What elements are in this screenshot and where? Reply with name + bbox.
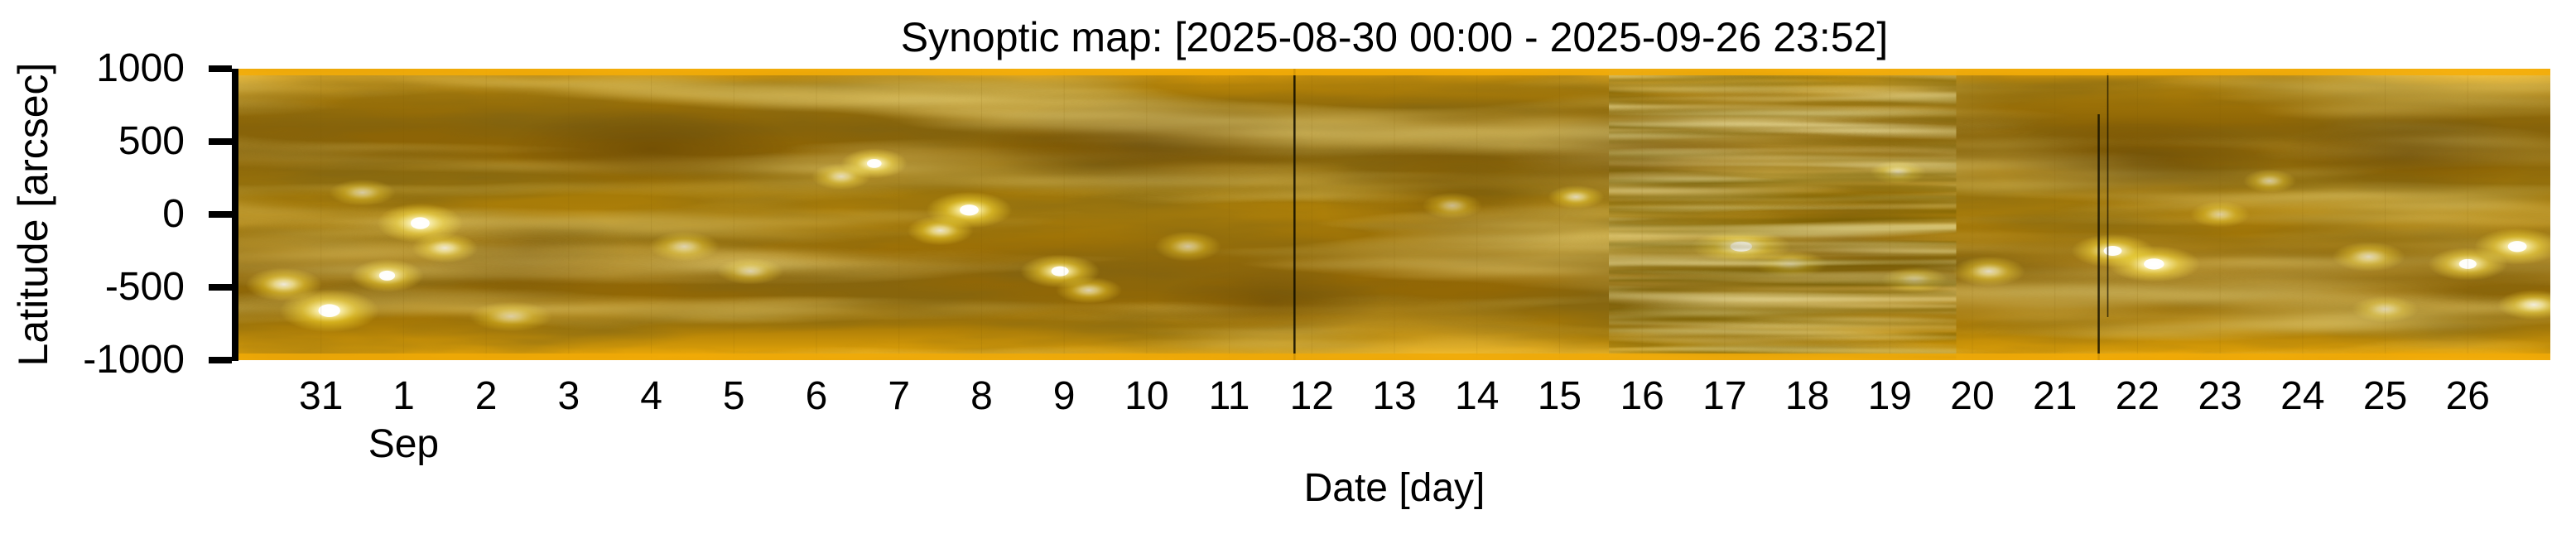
page-title: Synoptic map: [2025-08-30 00:00 - 2025-0…	[900, 14, 1889, 60]
x-tick-label: 19	[1867, 374, 1912, 418]
active-region-blob	[2497, 290, 2550, 320]
y-tick-mark	[209, 65, 232, 72]
active-region-core	[2458, 258, 2477, 269]
dark-patch	[428, 201, 627, 301]
x-tick-label: 2	[474, 374, 498, 418]
x-tick-label: 22	[2115, 374, 2160, 418]
map-top-limb-band	[238, 69, 2550, 75]
y-tick-label: -500	[104, 265, 185, 309]
y-axis-ticks: 1000 500 0 -500 -1000	[0, 49, 238, 380]
x-tick-label: 21	[2033, 374, 2078, 418]
active-region-blob	[649, 231, 720, 262]
dark-patch	[2285, 108, 2535, 200]
active-region-blob	[1154, 231, 1221, 262]
active-region-blob	[717, 257, 784, 285]
x-tick-label: 13	[1372, 374, 1417, 418]
active-region-blob	[2332, 242, 2405, 272]
x-tick-label: 23	[2198, 374, 2242, 418]
x-tick-label: 24	[2280, 374, 2325, 418]
x-tick-label: 14	[1455, 374, 1500, 418]
active-region-blob	[329, 179, 396, 206]
active-region-core	[410, 217, 430, 229]
y-tick-mark	[209, 284, 232, 291]
y-axis-line	[232, 69, 238, 361]
x-tick-label: 1	[392, 374, 415, 418]
x-tick-label: 26	[2445, 374, 2490, 418]
x-tick-label: 25	[2362, 374, 2408, 418]
month-label: Sep	[368, 422, 440, 466]
y-tick-label: 0	[162, 192, 185, 236]
x-tick-label: 11	[1208, 374, 1250, 418]
x-tick-label: 3	[557, 374, 580, 418]
dark-patch	[1996, 113, 2279, 214]
synoptic-map-svg	[238, 69, 2550, 360]
active-region-blob	[412, 233, 479, 263]
active-region-core	[318, 304, 340, 317]
artifact-streak-band-bright	[1609, 69, 1957, 360]
y-tick-mark	[209, 138, 232, 145]
active-region-blob	[1056, 277, 1123, 304]
map-bottom-limb-band	[238, 354, 2550, 360]
active-region-core	[2507, 241, 2527, 253]
active-region-blob	[1548, 185, 1605, 209]
x-axis-title: Date [day]	[1303, 466, 1485, 510]
dark-patch	[1154, 268, 1387, 335]
x-tick-label: 7	[888, 374, 911, 418]
x-tick-label: 10	[1124, 374, 1169, 418]
x-tick-label: 15	[1537, 374, 1582, 418]
active-region-blob	[1952, 256, 2025, 286]
active-region-blob	[469, 301, 553, 332]
x-tick-label: 9	[1052, 374, 1076, 418]
active-region-core	[378, 270, 396, 281]
x-tick-label: 20	[1950, 374, 1995, 418]
y-tick-label: -1000	[83, 338, 185, 382]
x-tick-label: 8	[970, 374, 993, 418]
active-region-blob	[2352, 296, 2419, 323]
x-tick-label: 16	[1620, 374, 1664, 418]
x-tick-label: 12	[1289, 374, 1334, 418]
active-region-blob	[2242, 169, 2296, 193]
y-tick-mark	[209, 357, 232, 363]
y-tick-label: 1000	[96, 46, 185, 90]
synoptic-map-image	[238, 69, 2550, 360]
active-region-core	[867, 159, 882, 168]
active-region-blob	[1422, 192, 1482, 219]
x-axis-ticks: 31 1 2 3 4 5 6 7 8 9 10 11 12 13 14 15 16 17 18 19 20 21 22 23 2…	[238, 376, 2550, 419]
x-tick-label: 31	[299, 374, 344, 418]
dark-patch	[980, 94, 1312, 195]
active-region-core	[960, 204, 979, 216]
x-tick-label: 18	[1784, 374, 1830, 418]
x-tick-label: 17	[1702, 374, 1747, 418]
active-region-core	[2144, 258, 2164, 270]
y-tick-label: 500	[118, 119, 185, 163]
active-region-blob	[2190, 201, 2251, 228]
dark-patch	[502, 103, 801, 195]
active-region-core	[1051, 266, 1069, 277]
x-tick-label: 4	[640, 374, 662, 418]
x-tick-label: 6	[805, 374, 828, 418]
y-tick-mark	[209, 211, 232, 218]
x-tick-label: 5	[722, 374, 745, 418]
